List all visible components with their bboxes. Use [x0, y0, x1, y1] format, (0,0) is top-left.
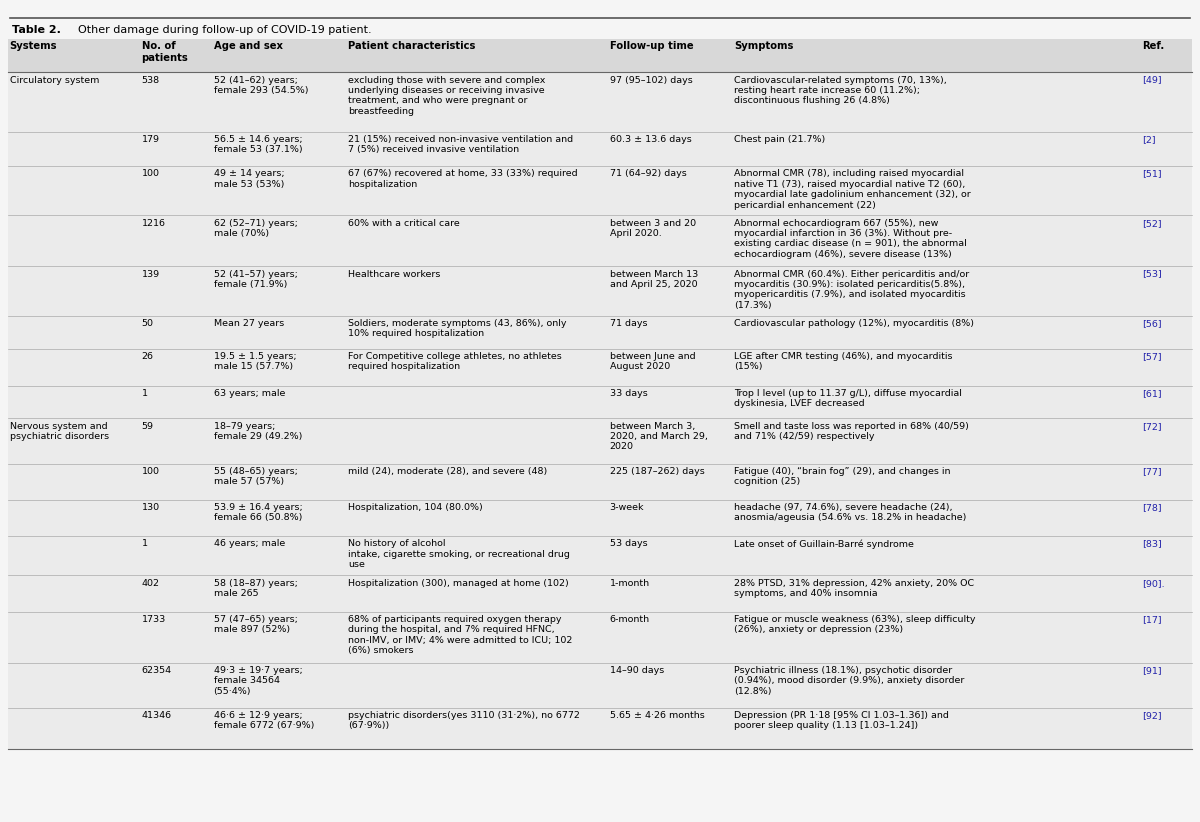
- Text: [51]: [51]: [1142, 169, 1162, 178]
- Bar: [8, 316, 1192, 349]
- Text: 46 years; male: 46 years; male: [214, 539, 284, 548]
- Text: 139: 139: [142, 270, 160, 279]
- Text: Late onset of Guillain-Barré syndrome: Late onset of Guillain-Barré syndrome: [734, 539, 914, 549]
- Text: 46·6 ± 12·9 years;
female 6772 (67·9%): 46·6 ± 12·9 years; female 6772 (67·9%): [214, 711, 314, 731]
- Text: Other damage during follow-up of COVID-19 patient.: Other damage during follow-up of COVID-1…: [78, 25, 372, 35]
- Text: 402: 402: [142, 579, 160, 588]
- Bar: [8, 349, 1192, 386]
- Bar: [8, 612, 1192, 663]
- Text: Abnormal echocardiogram 667 (55%), new
myocardial infarction in 36 (3%). Without: Abnormal echocardiogram 667 (55%), new m…: [734, 219, 967, 259]
- Text: 41346: 41346: [142, 711, 172, 720]
- Text: No. of
patients: No. of patients: [142, 41, 188, 62]
- Text: 100: 100: [142, 467, 160, 476]
- Text: [49]: [49]: [1142, 76, 1162, 85]
- Text: [83]: [83]: [1142, 539, 1162, 548]
- Text: For Competitive college athletes, no athletes
required hospitalization: For Competitive college athletes, no ath…: [348, 352, 562, 372]
- Text: 1216: 1216: [142, 219, 166, 228]
- Text: [77]: [77]: [1142, 467, 1162, 476]
- Text: 56.5 ± 14.6 years;
female 53 (37.1%): 56.5 ± 14.6 years; female 53 (37.1%): [214, 135, 302, 155]
- Text: excluding those with severe and complex
underlying diseases or receiving invasiv: excluding those with severe and complex …: [348, 76, 545, 116]
- Text: 59: 59: [142, 422, 154, 431]
- Text: 60.3 ± 13.6 days: 60.3 ± 13.6 days: [610, 135, 691, 144]
- Text: 60% with a critical care: 60% with a critical care: [348, 219, 460, 228]
- Text: 19.5 ± 1.5 years;
male 15 (57.7%): 19.5 ± 1.5 years; male 15 (57.7%): [214, 352, 296, 372]
- Text: 33 days: 33 days: [610, 389, 647, 398]
- Text: [61]: [61]: [1142, 389, 1162, 398]
- Text: 52 (41–62) years;
female 293 (54.5%): 52 (41–62) years; female 293 (54.5%): [214, 76, 308, 95]
- Text: between 3 and 20
April 2020.: between 3 and 20 April 2020.: [610, 219, 696, 238]
- Bar: [8, 39, 1192, 72]
- Text: Soldiers, moderate symptoms (43, 86%), only
10% required hospitalization: Soldiers, moderate symptoms (43, 86%), o…: [348, 319, 566, 339]
- Text: Abnormal CMR (60.4%). Either pericarditis and/or
myocarditis (30.9%): isolated p: Abnormal CMR (60.4%). Either pericarditi…: [734, 270, 970, 310]
- Text: [90].: [90].: [1142, 579, 1165, 588]
- Text: 71 (64–92) days: 71 (64–92) days: [610, 169, 686, 178]
- Text: Circulatory system: Circulatory system: [10, 76, 98, 85]
- Bar: [8, 575, 1192, 612]
- Text: Age and sex: Age and sex: [214, 41, 283, 51]
- Bar: [8, 464, 1192, 500]
- Text: 100: 100: [142, 169, 160, 178]
- Text: between June and
August 2020: between June and August 2020: [610, 352, 695, 372]
- Text: 97 (95–102) days: 97 (95–102) days: [610, 76, 692, 85]
- Text: 57 (47–65) years;
male 897 (52%): 57 (47–65) years; male 897 (52%): [214, 615, 298, 635]
- Text: 62 (52–71) years;
male (70%): 62 (52–71) years; male (70%): [214, 219, 298, 238]
- Text: [17]: [17]: [1142, 615, 1162, 624]
- Text: 49·3 ± 19·7 years;
female 34564
(55·4%): 49·3 ± 19·7 years; female 34564 (55·4%): [214, 666, 302, 695]
- Text: Patient characteristics: Patient characteristics: [348, 41, 475, 51]
- Text: [53]: [53]: [1142, 270, 1162, 279]
- Text: 3-week: 3-week: [610, 503, 644, 512]
- Text: [56]: [56]: [1142, 319, 1162, 328]
- Text: Symptoms: Symptoms: [734, 41, 793, 51]
- Bar: [8, 418, 1192, 464]
- Bar: [8, 266, 1192, 316]
- Text: Fatigue or muscle weakness (63%), sleep difficulty
(26%), anxiety or depression : Fatigue or muscle weakness (63%), sleep …: [734, 615, 976, 635]
- Text: 26: 26: [142, 352, 154, 361]
- Bar: [8, 72, 1192, 132]
- Text: Table 2.: Table 2.: [12, 25, 61, 35]
- Text: 225 (187–262) days: 225 (187–262) days: [610, 467, 704, 476]
- Text: [57]: [57]: [1142, 352, 1162, 361]
- Text: headache (97, 74.6%), severe headache (24),
anosmia/ageusia (54.6% vs. 18.2% in : headache (97, 74.6%), severe headache (2…: [734, 503, 967, 523]
- Bar: [8, 132, 1192, 166]
- Bar: [8, 166, 1192, 215]
- Text: 1: 1: [142, 539, 148, 548]
- Text: Hospitalization, 104 (80.0%): Hospitalization, 104 (80.0%): [348, 503, 482, 512]
- Text: 179: 179: [142, 135, 160, 144]
- Text: Abnormal CMR (78), including raised myocardial
native T1 (73), raised myocardial: Abnormal CMR (78), including raised myoc…: [734, 169, 971, 210]
- Text: 53.9 ± 16.4 years;
female 66 (50.8%): 53.9 ± 16.4 years; female 66 (50.8%): [214, 503, 302, 523]
- Bar: [8, 708, 1192, 749]
- Text: Psychiatric illness (18.1%), psychotic disorder
(0.94%), mood disorder (9.9%), a: Psychiatric illness (18.1%), psychotic d…: [734, 666, 965, 695]
- Text: Hospitalization (300), managed at home (102): Hospitalization (300), managed at home (…: [348, 579, 569, 588]
- Text: 130: 130: [142, 503, 160, 512]
- Text: 63 years; male: 63 years; male: [214, 389, 284, 398]
- Text: Trop I level (up to 11.37 g/L), diffuse myocardial
dyskinesia, LVEF decreased: Trop I level (up to 11.37 g/L), diffuse …: [734, 389, 962, 409]
- Text: 1733: 1733: [142, 615, 166, 624]
- Text: 14–90 days: 14–90 days: [610, 666, 664, 675]
- Text: 62354: 62354: [142, 666, 172, 675]
- Text: [92]: [92]: [1142, 711, 1162, 720]
- Text: Mean 27 years: Mean 27 years: [214, 319, 284, 328]
- Text: [91]: [91]: [1142, 666, 1162, 675]
- Text: Smell and taste loss was reported in 68% (40/59)
and 71% (42/59) respectively: Smell and taste loss was reported in 68%…: [734, 422, 970, 441]
- Text: Ref.: Ref.: [1142, 41, 1165, 51]
- Text: psychiatric disorders(yes 3110 (31·2%), no 6772
(67·9%)): psychiatric disorders(yes 3110 (31·2%), …: [348, 711, 580, 731]
- Text: Chest pain (21.7%): Chest pain (21.7%): [734, 135, 826, 144]
- Text: between March 13
and April 25, 2020: between March 13 and April 25, 2020: [610, 270, 698, 289]
- Text: Systems: Systems: [10, 41, 58, 51]
- Text: [52]: [52]: [1142, 219, 1162, 228]
- Text: mild (24), moderate (28), and severe (48): mild (24), moderate (28), and severe (48…: [348, 467, 547, 476]
- Bar: [8, 215, 1192, 266]
- Text: Cardiovascular pathology (12%), myocarditis (8%): Cardiovascular pathology (12%), myocardi…: [734, 319, 974, 328]
- Text: 1: 1: [142, 389, 148, 398]
- Text: 52 (41–57) years;
female (71.9%): 52 (41–57) years; female (71.9%): [214, 270, 298, 289]
- Text: [2]: [2]: [1142, 135, 1156, 144]
- Text: LGE after CMR testing (46%), and myocarditis
(15%): LGE after CMR testing (46%), and myocard…: [734, 352, 953, 372]
- Text: 50: 50: [142, 319, 154, 328]
- Bar: [8, 536, 1192, 575]
- Text: 5.65 ± 4·26 months: 5.65 ± 4·26 months: [610, 711, 704, 720]
- Bar: [8, 500, 1192, 536]
- Text: 55 (48–65) years;
male 57 (57%): 55 (48–65) years; male 57 (57%): [214, 467, 298, 487]
- Text: Depression (PR 1·18 [95% CI 1.03–1.36]) and
poorer sleep quality (1.13 [1.03–1.2: Depression (PR 1·18 [95% CI 1.03–1.36]) …: [734, 711, 949, 731]
- Text: 21 (15%) received non-invasive ventilation and
7 (5%) received invasive ventilat: 21 (15%) received non-invasive ventilati…: [348, 135, 574, 155]
- Text: No history of alcohol
intake, cigarette smoking, or recreational drug
use: No history of alcohol intake, cigarette …: [348, 539, 570, 569]
